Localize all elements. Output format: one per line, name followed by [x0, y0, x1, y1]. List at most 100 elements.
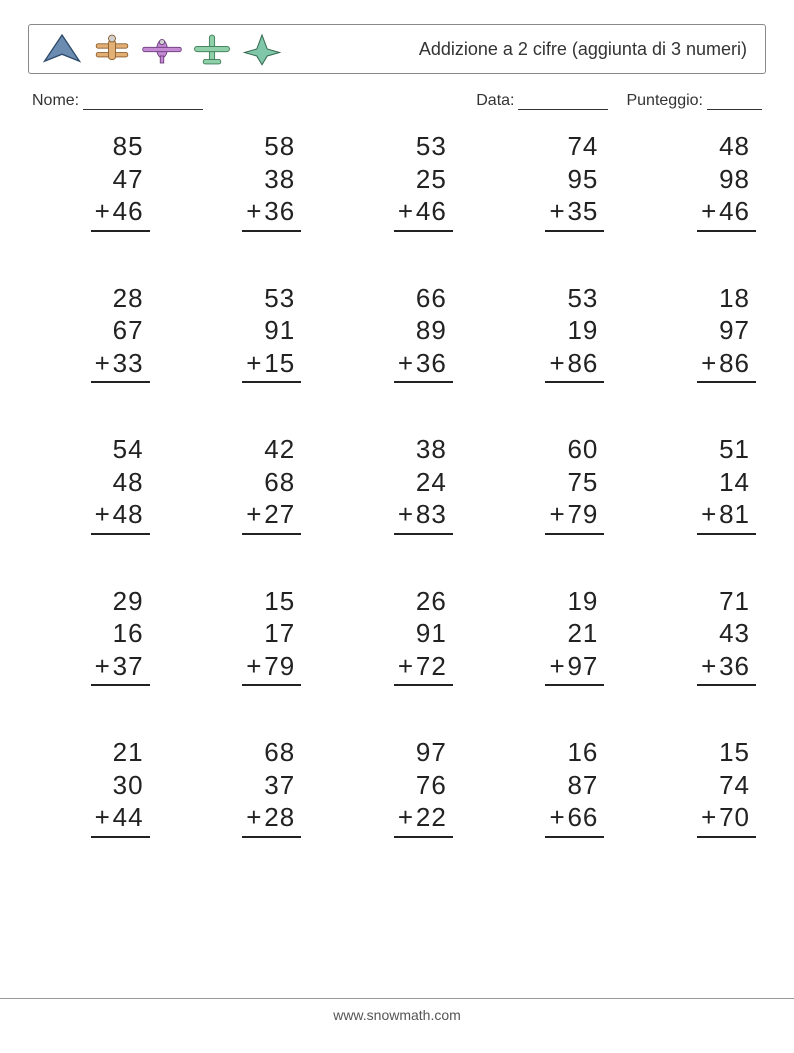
plus-icon: + [95, 347, 113, 380]
plane-front-icon [141, 31, 183, 67]
addend-2: 16 [91, 617, 150, 650]
addend-3-with-operator: +72 [394, 650, 453, 687]
addition-problem: 6689+36 [341, 282, 453, 384]
addend-3-with-operator: +28 [242, 801, 301, 838]
addend-3-with-operator: +66 [545, 801, 604, 838]
addition-problem: 2691+72 [341, 585, 453, 687]
addition-problem: 1897+86 [644, 282, 756, 384]
addend-1: 66 [394, 282, 453, 315]
addend-3-with-operator: +15 [242, 347, 301, 384]
addition-problem: 1921+97 [493, 585, 605, 687]
plus-icon: + [549, 195, 567, 228]
addend-3-with-operator: +79 [545, 498, 604, 535]
addition-problem: 5391+15 [190, 282, 302, 384]
footer-text: www.snowmath.com [333, 1007, 461, 1023]
date-blank[interactable] [518, 93, 608, 110]
addend-3-with-operator: +83 [394, 498, 453, 535]
plus-icon: + [95, 650, 113, 683]
plane-stealth-icon [41, 31, 83, 67]
problem-grid: 8547+465838+365325+467495+354898+462867+… [28, 130, 766, 838]
addend-1: 58 [242, 130, 301, 163]
addend-3: 15 [264, 348, 295, 378]
addend-3: 79 [264, 651, 295, 681]
addend-1: 85 [91, 130, 150, 163]
name-label: Nome: [32, 92, 79, 110]
addend-1: 53 [394, 130, 453, 163]
date-label: Data: [476, 92, 514, 110]
addend-3: 72 [416, 651, 447, 681]
addend-2: 91 [242, 314, 301, 347]
addend-3: 48 [113, 499, 144, 529]
addend-1: 53 [545, 282, 604, 315]
addend-3: 28 [264, 802, 295, 832]
addend-1: 19 [545, 585, 604, 618]
addend-3-with-operator: +86 [697, 347, 756, 384]
addend-2: 91 [394, 617, 453, 650]
worksheet-title: Addizione a 2 cifre (aggiunta di 3 numer… [419, 39, 753, 60]
addition-problem: 8547+46 [38, 130, 150, 232]
addend-3-with-operator: +37 [91, 650, 150, 687]
addition-problem: 1574+70 [644, 736, 756, 838]
addend-3-with-operator: +86 [545, 347, 604, 384]
addend-3-with-operator: +46 [394, 195, 453, 232]
addition-problem: 5114+81 [644, 433, 756, 535]
addition-problem: 5448+48 [38, 433, 150, 535]
addend-3: 86 [567, 348, 598, 378]
addend-2: 97 [697, 314, 756, 347]
plus-icon: + [398, 801, 416, 834]
addend-3: 36 [264, 196, 295, 226]
addition-problem: 5319+86 [493, 282, 605, 384]
addend-1: 38 [394, 433, 453, 466]
addition-problem: 6837+28 [190, 736, 302, 838]
addend-3-with-operator: +70 [697, 801, 756, 838]
addend-2: 75 [545, 466, 604, 499]
addend-2: 25 [394, 163, 453, 196]
addend-1: 51 [697, 433, 756, 466]
addend-1: 15 [242, 585, 301, 618]
addend-3-with-operator: +36 [697, 650, 756, 687]
addend-1: 16 [545, 736, 604, 769]
plus-icon: + [701, 650, 719, 683]
addend-1: 68 [242, 736, 301, 769]
addend-2: 68 [242, 466, 301, 499]
addend-3: 66 [567, 802, 598, 832]
addend-2: 14 [697, 466, 756, 499]
plus-icon: + [701, 801, 719, 834]
plus-icon: + [398, 195, 416, 228]
addend-3: 70 [719, 802, 750, 832]
score-field: Punteggio: [626, 92, 762, 110]
addend-2: 48 [91, 466, 150, 499]
addend-3-with-operator: +44 [91, 801, 150, 838]
addend-1: 28 [91, 282, 150, 315]
addend-2: 21 [545, 617, 604, 650]
addend-3: 44 [113, 802, 144, 832]
addend-2: 19 [545, 314, 604, 347]
plus-icon: + [398, 650, 416, 683]
plus-icon: + [398, 498, 416, 531]
score-blank[interactable] [707, 93, 762, 110]
plus-icon: + [549, 498, 567, 531]
addend-3: 36 [416, 348, 447, 378]
addend-3-with-operator: +33 [91, 347, 150, 384]
addend-3: 22 [416, 802, 447, 832]
addend-3-with-operator: +79 [242, 650, 301, 687]
footer: www.snowmath.com [0, 998, 794, 1023]
addend-3: 97 [567, 651, 598, 681]
addend-2: 17 [242, 617, 301, 650]
addend-1: 97 [394, 736, 453, 769]
addition-problem: 4898+46 [644, 130, 756, 232]
addend-2: 87 [545, 769, 604, 802]
plus-icon: + [549, 347, 567, 380]
plus-icon: + [95, 498, 113, 531]
addend-1: 26 [394, 585, 453, 618]
addend-2: 38 [242, 163, 301, 196]
addition-problem: 2130+44 [38, 736, 150, 838]
addend-2: 30 [91, 769, 150, 802]
addend-1: 71 [697, 585, 756, 618]
name-blank[interactable] [83, 93, 203, 110]
addition-problem: 6075+79 [493, 433, 605, 535]
addend-3-with-operator: +48 [91, 498, 150, 535]
addition-problem: 2867+33 [38, 282, 150, 384]
addend-3-with-operator: +35 [545, 195, 604, 232]
addend-3-with-operator: +36 [242, 195, 301, 232]
